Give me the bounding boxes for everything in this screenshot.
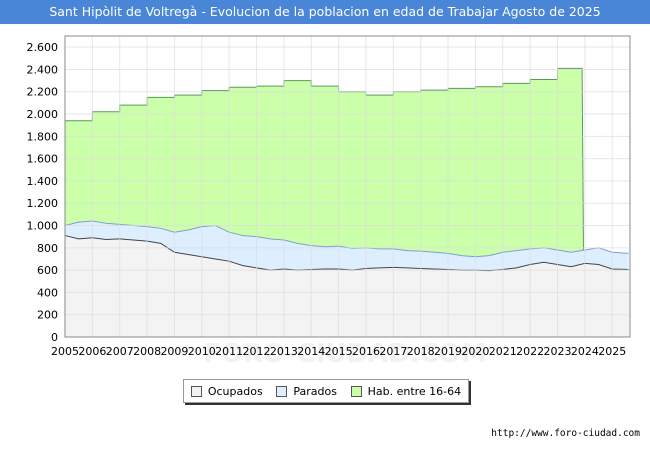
source-url[interactable]: http://www.foro-ciudad.com (491, 428, 640, 439)
legend-item-ocupados: Ocupados (190, 384, 263, 398)
x-tick-label: 2023 (543, 345, 571, 358)
y-tick-label: 1.400 (27, 175, 59, 188)
y-tick-label: 2.200 (27, 86, 59, 99)
legend-swatch-parados (276, 385, 288, 397)
legend: Ocupados Parados Hab. entre 16-64 (183, 379, 469, 403)
x-tick-label: 2014 (297, 345, 325, 358)
y-tick-label: 200 (37, 309, 58, 322)
y-tick-label: 600 (37, 264, 58, 277)
x-tick-label: 2022 (516, 345, 544, 358)
legend-swatch-hab (350, 385, 362, 397)
y-tick-label: 2.000 (27, 108, 59, 121)
legend-item-hab: Hab. entre 16-64 (350, 384, 462, 398)
y-tick-label: 400 (37, 286, 58, 299)
y-tick-label: 0 (51, 331, 58, 344)
y-tick-label: 2.400 (27, 63, 59, 76)
x-tick-label: 2017 (379, 345, 407, 358)
y-tick-label: 1.200 (27, 197, 59, 210)
x-tick-label: 2006 (78, 345, 106, 358)
x-tick-label: 2007 (106, 345, 134, 358)
legend-label-ocupados: Ocupados (207, 384, 263, 398)
x-tick-label: 2020 (461, 345, 489, 358)
y-tick-label: 1.800 (27, 130, 59, 143)
x-tick-label: 2021 (489, 345, 517, 358)
x-tick-label: 2008 (133, 345, 161, 358)
x-tick-label: 2005 (51, 345, 79, 358)
x-tick-label: 2019 (434, 345, 462, 358)
series-line-ocupados (64, 235, 629, 272)
chart-title: Sant Hipòlit de Voltregà - Evolucion de … (0, 0, 650, 24)
y-tick-label: 2.600 (27, 41, 59, 54)
legend-item-parados: Parados (276, 385, 337, 398)
x-tick-label: 2009 (160, 345, 188, 358)
legend-label-parados: Parados (293, 384, 337, 398)
x-tick-label: 2015 (325, 345, 353, 358)
series-line-parados (64, 220, 629, 258)
x-tick-label: 2010 (188, 345, 216, 358)
watermark: FORO-CIUDAD.COM (203, 339, 486, 369)
y-tick-label: 1.600 (27, 153, 59, 166)
x-tick-label: 2018 (407, 345, 435, 358)
x-tick-label: 2016 (352, 345, 380, 358)
x-tick-label: 2012 (243, 345, 271, 358)
legend-swatch-ocupados (190, 385, 202, 397)
y-tick-label: 1.000 (27, 220, 59, 233)
legend-label-hab: Hab. entre 16-64 (367, 384, 462, 398)
plot-area: 0 200 400 600 800 1.000 1.200 1.400 1.600 1.800 2.… (27, 35, 631, 358)
plot-frame (64, 35, 631, 338)
x-tick-label: 2013 (270, 345, 298, 358)
x-tick-label: 2025 (598, 345, 626, 358)
series-area-ocupados (65, 235, 629, 337)
y-tick-label: 800 (37, 242, 58, 255)
x-tick-label: 2024 (571, 345, 599, 358)
x-tick-label: 2011 (215, 345, 243, 358)
